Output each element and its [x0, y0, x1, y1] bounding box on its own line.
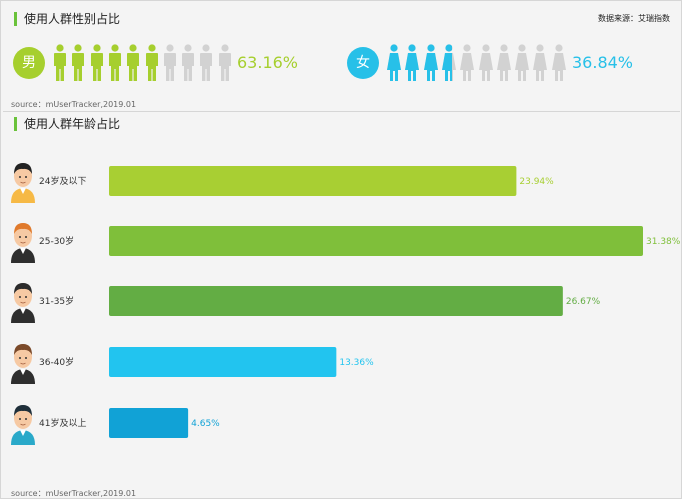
- avatar-icon: [11, 344, 35, 384]
- age-source-note: source：mUserTracker,2019.01: [11, 489, 137, 498]
- male-person-icon: [108, 44, 122, 82]
- male-person-icon: [126, 44, 140, 82]
- avatar-icon: [11, 283, 35, 323]
- female-badge: 女: [347, 47, 379, 79]
- male-person-icon: [53, 44, 67, 82]
- bar-value-label: 13.36%: [339, 358, 374, 368]
- avatar-icon: [11, 163, 35, 203]
- male-person-icon: [145, 44, 159, 82]
- age-bar: [109, 226, 643, 256]
- female-person-icon: [441, 44, 456, 82]
- age-category-label: 36-40岁: [39, 356, 74, 368]
- male-person-icon: [199, 44, 213, 82]
- age-bar: [109, 166, 517, 196]
- age-category-label: 31-35岁: [39, 295, 74, 307]
- female-person-icon: [423, 44, 438, 82]
- male-person-icon: [181, 44, 195, 82]
- age-category-label: 25-30岁: [39, 235, 74, 247]
- bar-value-label: 26.67%: [566, 297, 601, 307]
- female-person-icon: [515, 44, 530, 82]
- avatar-icon: [11, 405, 35, 445]
- gender-section-title: 使用人群性别占比: [14, 12, 120, 26]
- bar-value-label: 23.94%: [519, 177, 554, 187]
- female-person-icon: [478, 44, 493, 82]
- age-category-label: 41岁及以上: [39, 417, 86, 429]
- section-divider: [3, 111, 680, 112]
- male-person-icon: [71, 44, 85, 82]
- female-person-icon: [387, 44, 401, 82]
- gender-source-note: source：mUserTracker,2019.01: [11, 100, 137, 109]
- male-percentage: 63.16%: [237, 53, 299, 72]
- female-person-icon: [460, 44, 475, 82]
- male-badge: 男: [13, 47, 45, 79]
- female-person-icon: [496, 44, 511, 82]
- age-section-title: 使用人群年龄占比: [14, 117, 120, 131]
- bar-value-label: 31.38%: [646, 237, 681, 247]
- data-source-note: 数据来源：艾瑞指数: [598, 14, 670, 23]
- female-person-icon: [405, 44, 420, 82]
- age-bar: [109, 347, 337, 377]
- female-percentage: 36.84%: [572, 53, 634, 72]
- male-person-icon: [163, 44, 177, 82]
- female-person-icon: [551, 44, 566, 82]
- age-bar: [109, 408, 189, 438]
- male-person-icon: [218, 44, 232, 82]
- bar-value-label: 4.65%: [191, 419, 220, 429]
- avatar-icon: [11, 223, 35, 263]
- female-person-icon: [533, 44, 548, 82]
- age-bar: [109, 286, 563, 316]
- male-person-icon: [90, 44, 104, 82]
- age-category-label: 24岁及以下: [39, 175, 86, 187]
